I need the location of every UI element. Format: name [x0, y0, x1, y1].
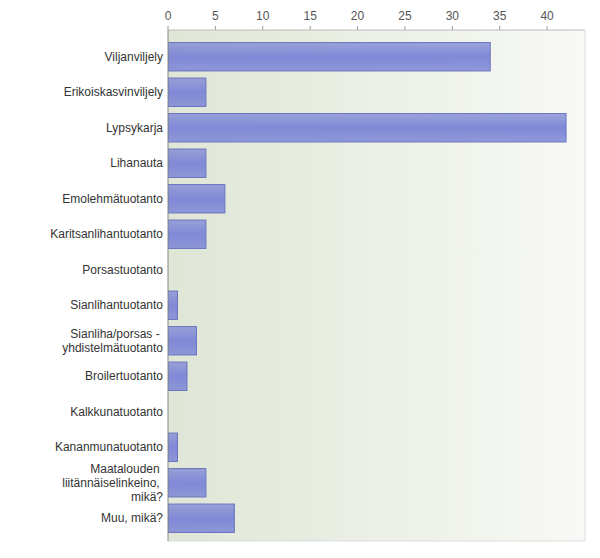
tick-mark — [168, 26, 169, 30]
axis-line — [585, 30, 586, 541]
plot-background — [168, 30, 585, 541]
category-label: Emolehmätuotanto — [62, 192, 163, 206]
tick-mark — [262, 26, 263, 30]
category-label: Lihanauta — [110, 156, 163, 170]
category-label: Muu, mikä? — [101, 511, 163, 525]
bar — [168, 362, 187, 390]
category-label: Lypsykarja — [106, 121, 163, 135]
tick-label: 10 — [256, 9, 270, 23]
tick-mark — [547, 26, 548, 30]
bar — [168, 291, 177, 319]
bar — [168, 149, 206, 177]
tick-mark — [499, 26, 500, 30]
category-label: Broilertuotanto — [85, 369, 163, 383]
category-label: Sianlihantuotanto — [70, 298, 163, 312]
axis-line — [168, 30, 585, 31]
bar — [168, 43, 490, 71]
category-label: Karitsanlihantuotanto — [50, 227, 163, 241]
tick-mark — [404, 26, 405, 30]
bar — [168, 185, 225, 213]
bar — [168, 433, 177, 461]
category-label: Sianliha/porsas - yhdistelmätuotanto — [62, 327, 163, 355]
tick-mark — [310, 26, 311, 30]
category-label: Kalkkunatuotanto — [70, 405, 163, 419]
bar — [168, 220, 206, 248]
category-label: Kananmunatuotanto — [55, 440, 163, 454]
axis-line — [168, 541, 585, 542]
tick-mark — [452, 26, 453, 30]
category-label: Porsastuotanto — [82, 263, 163, 277]
tick-label: 0 — [165, 9, 172, 23]
axis-line — [168, 30, 169, 541]
category-label: Maatalouden liitännäiselinkeino, mikä? — [62, 462, 163, 504]
tick-label: 35 — [493, 9, 507, 23]
tick-label: 40 — [540, 9, 554, 23]
tick-label: 30 — [446, 9, 460, 23]
category-label: Viljanviljely — [105, 50, 163, 64]
tick-label: 25 — [398, 9, 412, 23]
bar — [168, 114, 566, 142]
bar — [168, 504, 234, 532]
tick-label: 15 — [303, 9, 317, 23]
bar — [168, 78, 206, 106]
bars — [168, 43, 566, 533]
category-label: Erikoiskasvinviljely — [64, 85, 163, 99]
bar — [168, 327, 196, 355]
tick-mark — [357, 26, 358, 30]
tick-mark — [215, 26, 216, 30]
bar — [168, 469, 206, 497]
tick-label: 20 — [351, 9, 365, 23]
tick-label: 5 — [212, 9, 219, 23]
chart: 0 5 10 15 20 25 30 35 40 Viljanviljely Erikoiskasv… — [0, 0, 600, 558]
